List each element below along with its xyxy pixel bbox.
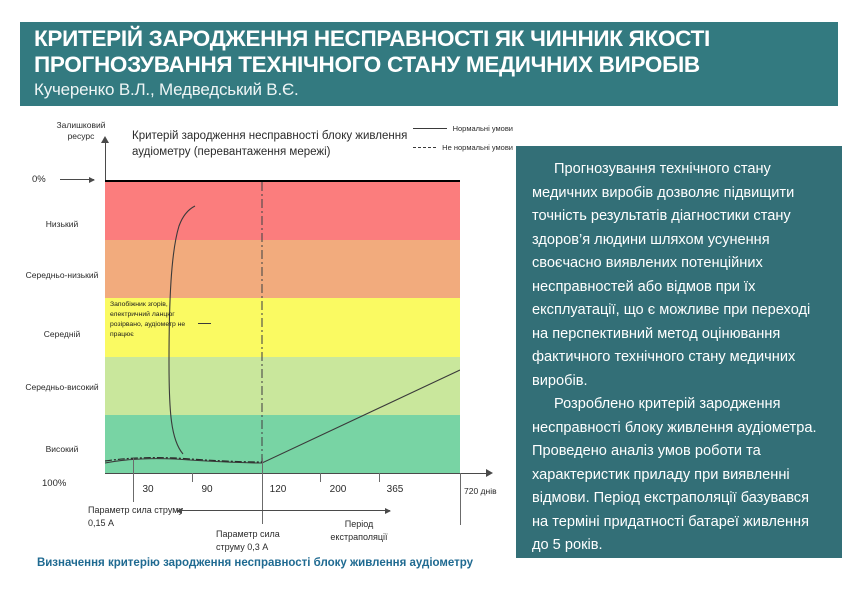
legend-label-abnormal: Не нормальні умови: [442, 143, 513, 152]
slide-title-line-2: ПРОГНОЗУВАННЯ ТЕХНІЧНОГО СТАНУ МЕДИЧНИХ …: [34, 52, 700, 77]
x-tick-200: [320, 473, 321, 482]
marker-line-param2: [262, 458, 263, 524]
legend-solid-line-icon: [413, 128, 447, 129]
slide-header: КРИТЕРІЙ ЗАРОДЖЕННЯ НЕСПРАВНОСТІ ЯК ЧИНН…: [20, 22, 838, 106]
chart-figure: Залишковий ресурс Критерій зародження не…: [20, 118, 513, 552]
band-low: [105, 182, 460, 241]
x-tick-label-90: 90: [201, 484, 213, 495]
x-tick-365: [379, 473, 380, 482]
summary-text-panel: Прогнозування технічного стану медичних …: [516, 146, 842, 558]
marker-line-end: [460, 473, 461, 525]
x-tick-label-30: 30: [142, 484, 154, 495]
y-axis-title: Залишковий ресурс: [56, 120, 106, 141]
summary-paragraph-2: Розроблено критерій зародження несправно…: [532, 396, 817, 553]
summary-paragraph-1: Прогнозування технічного стану медичних …: [532, 161, 811, 389]
y-band-label-mid-low: Середньо-низький: [25, 270, 99, 280]
x-tick-label-120: 120: [269, 484, 287, 495]
annotation-param-0-3a: Параметр сила струму 0,3 А: [216, 529, 280, 552]
band-mid-low: [105, 240, 460, 299]
series-normal-conditions: [105, 369, 460, 464]
chart-plot-area: Запобіжник згорів, електричний ланцюг ро…: [105, 180, 460, 473]
x-axis-arrow-icon: [486, 469, 493, 477]
legend-dashed-line-icon: [413, 147, 437, 148]
y-axis-label-bottom: 100%: [42, 478, 67, 489]
chart-title: Критерій зародження несправності блоку ж…: [132, 130, 408, 158]
annotation-param-0-15a: Параметр сила струму 0,15 А: [88, 505, 184, 528]
slide-authors: Кучеренко В.Л., Медведський В.Є.: [34, 80, 299, 99]
x-axis-end-label: 720 днів: [464, 486, 497, 496]
y-band-label-low: Низький: [45, 219, 79, 229]
y-band-label-high: Високий: [45, 444, 79, 454]
band-mid-high: [105, 356, 460, 415]
band-high: [105, 414, 460, 473]
series-abnormal-conditions: [105, 457, 263, 463]
slide-title-line-1: КРИТЕРІЙ ЗАРОДЖЕННЯ НЕСПРАВНОСТІ ЯК ЧИНН…: [34, 26, 710, 51]
extrapolation-period-arrow: [176, 507, 391, 514]
legend-label-normal: Нормальні умови: [452, 124, 513, 133]
fuse-annotation-text: Запобіжник згорів, електричний ланцюг ро…: [110, 301, 186, 338]
y-axis-top-arrow-icon: [60, 176, 95, 183]
chart-legend: Нормальні умови Не нормальні умови: [413, 124, 513, 162]
y-axis-arrow-icon: [101, 136, 109, 143]
marker-line-param1: [133, 458, 134, 502]
x-axis-line: [105, 473, 488, 474]
x-tick-90: [192, 473, 193, 482]
figure-caption: Визначення критерію зародження несправно…: [36, 557, 474, 569]
chart-curves: [105, 182, 460, 464]
band-mid: [105, 298, 460, 357]
series-failure-onset: [168, 205, 196, 455]
y-band-label-mid: Середній: [43, 329, 81, 339]
fuse-annotation-leader-line: [198, 323, 211, 324]
x-tick-label-200: 200: [329, 484, 347, 495]
y-axis-label-top: 0%: [32, 174, 46, 185]
legend-item-abnormal: Не нормальні умови: [413, 143, 513, 152]
legend-item-normal: Нормальні умови: [413, 124, 513, 133]
x-tick-label-365: 365: [386, 484, 404, 495]
annotation-extrapolation-period: Період екстраполяції: [330, 519, 388, 542]
y-band-label-mid-high: Середньо-високий: [25, 382, 99, 392]
